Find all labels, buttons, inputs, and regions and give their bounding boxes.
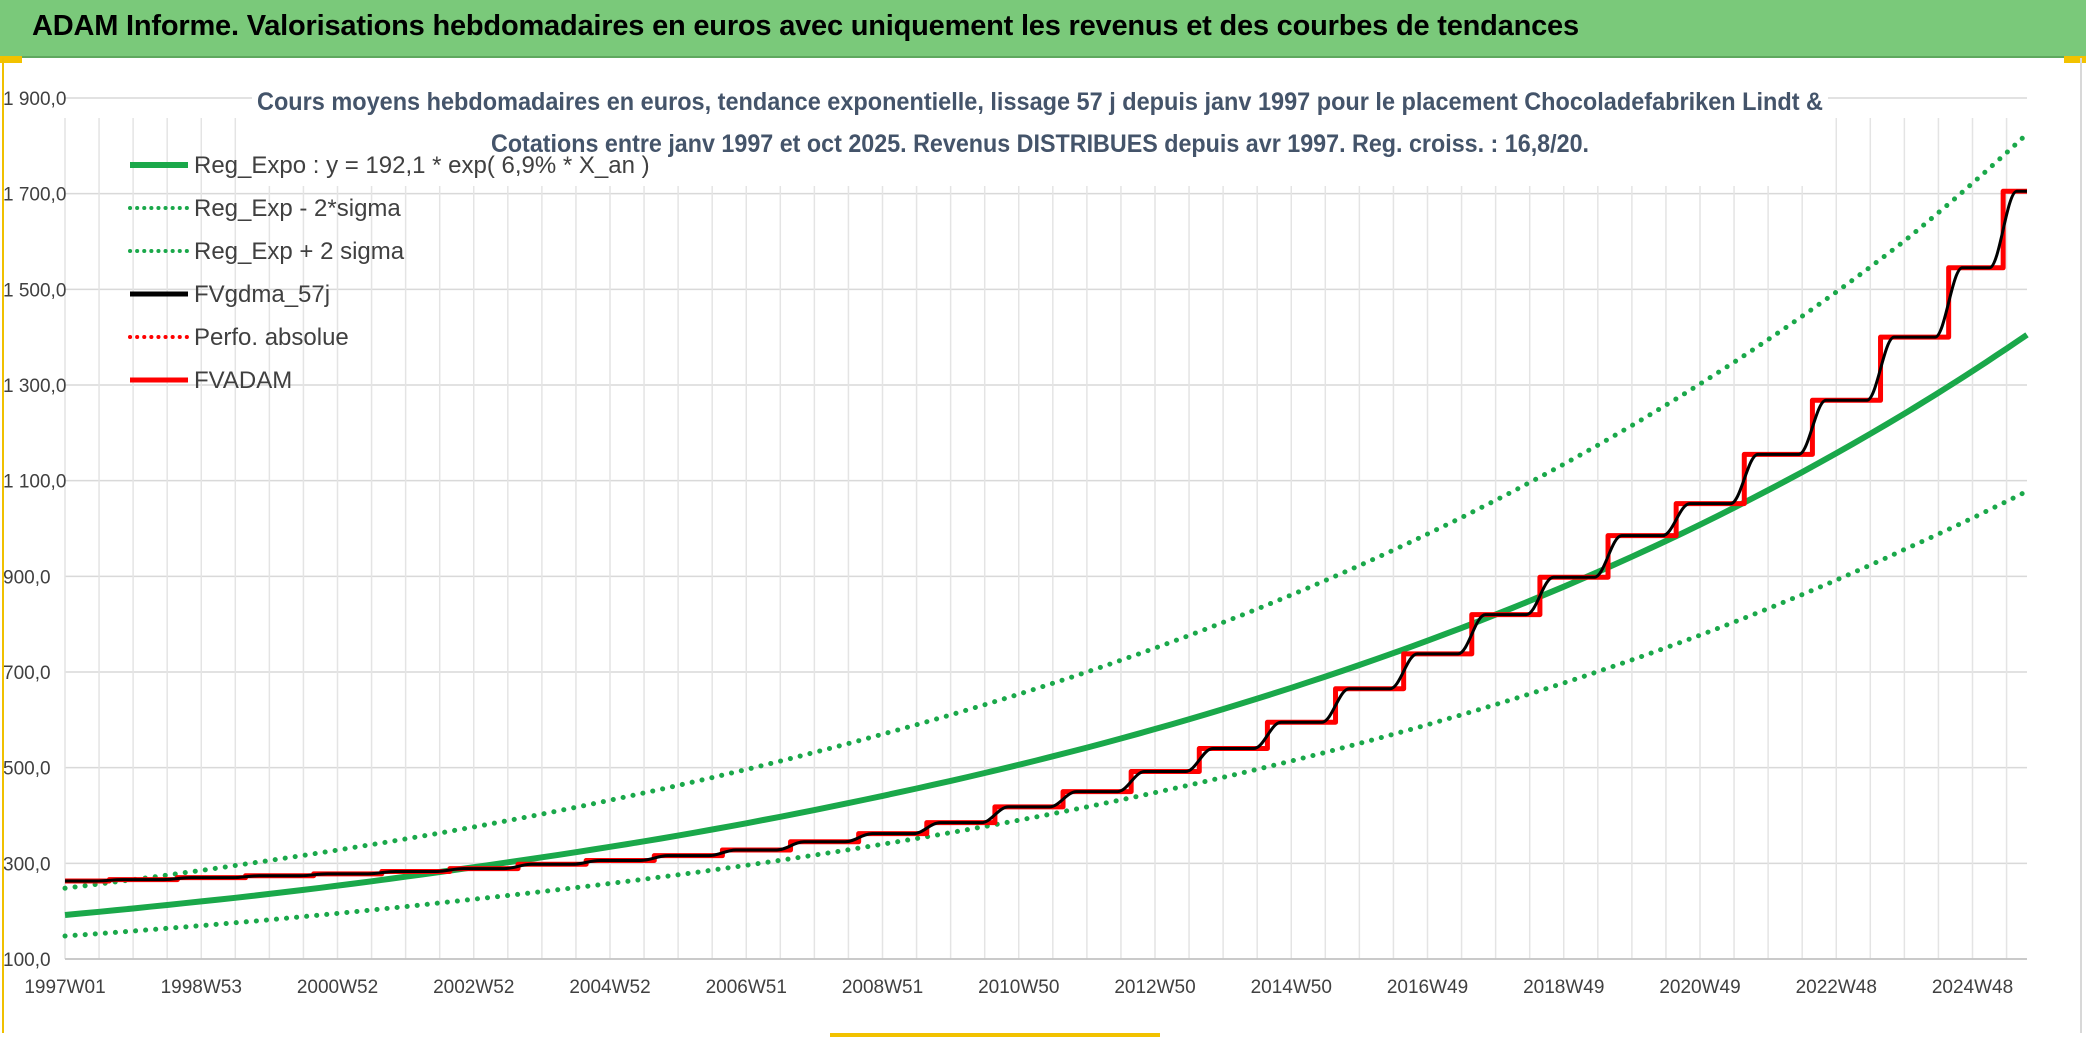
x-tick-label: 2000W52 <box>297 977 378 998</box>
y-tick-label: 300,0 <box>3 854 51 875</box>
x-tick-label: 2014W50 <box>1251 977 1332 998</box>
x-tick-label: 2024W48 <box>1932 977 2013 998</box>
series-lower-band <box>62 488 2030 939</box>
grid-lines <box>64 97 2027 960</box>
series-trend <box>64 332 2029 918</box>
bottom-mark <box>830 1033 1160 1037</box>
series-fvgdma-57j <box>65 189 2027 883</box>
report-title: ADAM Informe. Valorisations hebdomadaire… <box>32 10 1579 42</box>
corner-mark-left <box>0 56 22 63</box>
legend-label: FVADAM <box>194 367 292 394</box>
legend-label: FVgdma_57j <box>194 281 330 308</box>
y-tick-label: 1 100,0 <box>3 472 66 493</box>
series-fvadam <box>65 188 2027 884</box>
x-tick-label: 2012W50 <box>1114 977 1195 998</box>
y-tick-label: 900,0 <box>3 567 51 588</box>
chart-title: Cours moyens hebdomadaires en euros, ten… <box>252 84 1828 186</box>
y-tick-label: 100,0 <box>3 950 51 971</box>
x-tick-label: 2020W49 <box>1659 977 1740 998</box>
corner-mark-right <box>2064 56 2086 63</box>
x-tick-label: 2022W48 <box>1796 977 1877 998</box>
series-lines <box>62 131 2030 939</box>
y-tick-label: 700,0 <box>3 663 51 684</box>
x-tick-label: 2002W52 <box>433 977 514 998</box>
legend-label: Perfo. absolue <box>194 324 349 351</box>
x-tick-label: 2008W51 <box>842 977 923 998</box>
y-tick-label: 1 500,0 <box>3 280 66 301</box>
x-tick-label: 2004W52 <box>569 977 650 998</box>
report-banner: ADAM Informe. Valorisations hebdomadaire… <box>0 0 2086 58</box>
chart-title-line: Cotations entre janv 1997 et oct 2025. R… <box>491 130 1589 158</box>
legend-label: Reg_Exp - 2*sigma <box>194 195 401 222</box>
chart-plot: 100,0 300,0 500,0 700,0 900,0 1 100,0 1 300,0 1… <box>3 84 2030 998</box>
x-tick-label: 1998W53 <box>161 977 242 998</box>
x-tick-label: 2006W51 <box>706 977 787 998</box>
title-backdrop <box>252 84 1828 186</box>
x-tick-label: 2018W49 <box>1523 977 1604 998</box>
legend-label: Reg_Expo : y = 192,1 * exp( 6,9% * X_an … <box>194 152 650 179</box>
chart-legend: Reg_Expo : y = 192,1 * exp( 6,9% * X_an … <box>128 152 650 394</box>
legend-label: Reg_Exp + 2 sigma <box>194 238 405 265</box>
series-upper-band <box>62 131 2030 891</box>
chart-title-line: Cours moyens hebdomadaires en euros, ten… <box>257 88 1823 116</box>
x-tick-label: 1997W01 <box>24 977 105 998</box>
x-tick-label: 2010W50 <box>978 977 1059 998</box>
x-tick-label: 2016W49 <box>1387 977 1468 998</box>
axis-labels: 100,0 300,0 500,0 700,0 900,0 1 100,0 1 300,0 1… <box>3 89 2013 998</box>
y-tick-label: 1 900,0 <box>3 89 66 110</box>
y-tick-label: 1 700,0 <box>3 185 66 206</box>
y-tick-label: 500,0 <box>3 759 51 780</box>
y-tick-label: 1 300,0 <box>3 376 66 397</box>
